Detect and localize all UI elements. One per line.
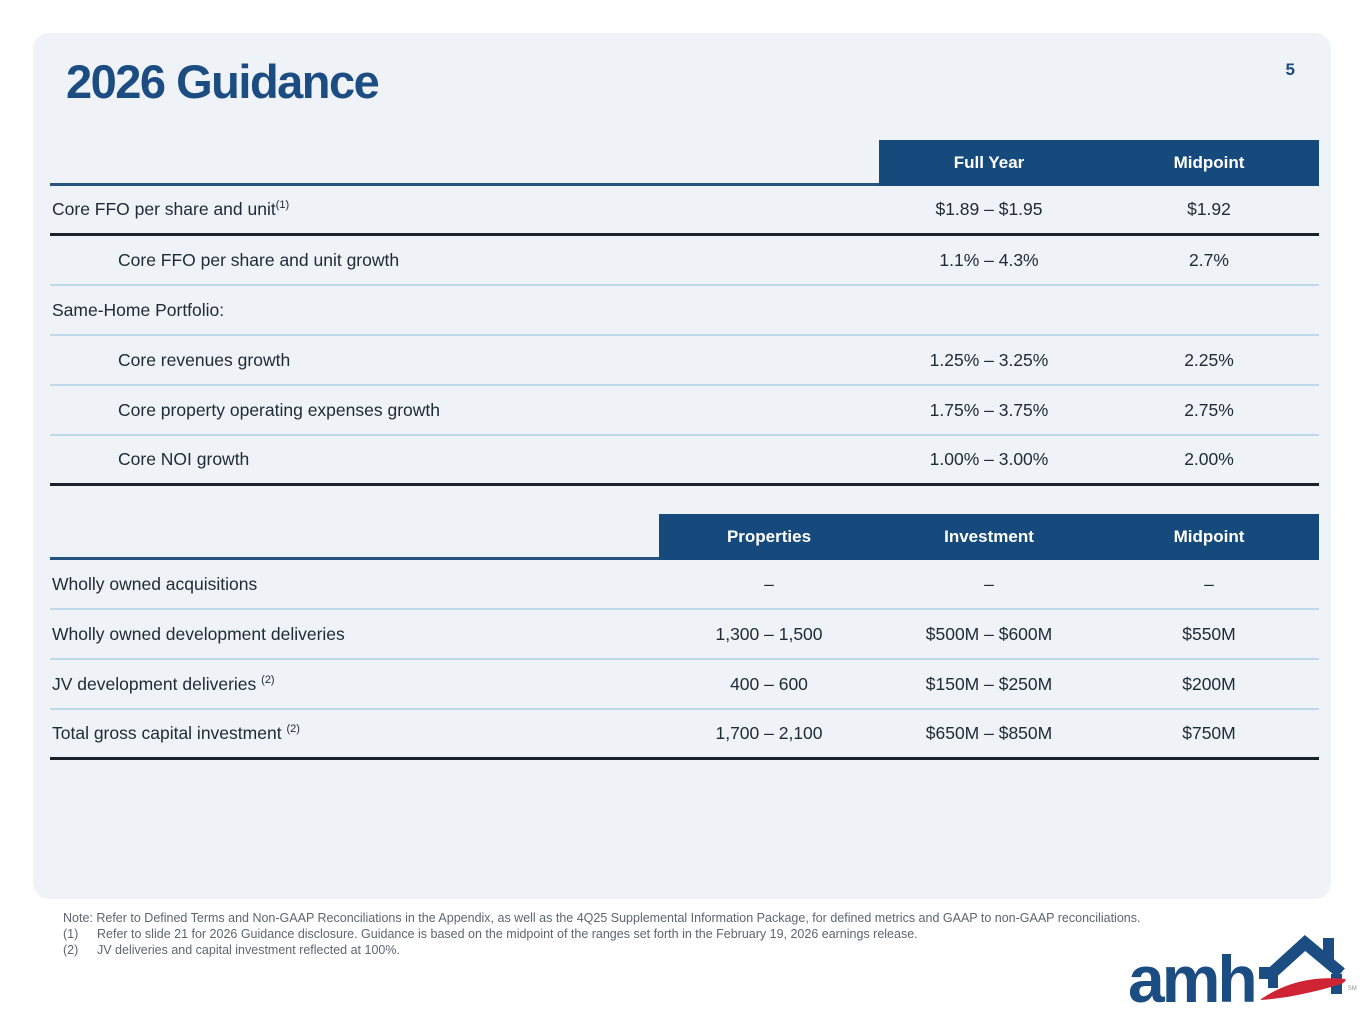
table-row: JV development deliveries (2) 400 – 600 $1… — [50, 660, 1319, 710]
amh-logo: amh SM — [1128, 926, 1357, 1016]
table-header-spacer — [50, 514, 659, 560]
amh-logo-text: amh — [1128, 941, 1258, 1016]
cell-value: 2.00% — [1184, 449, 1234, 469]
row-label: Wholly owned acquisitions — [52, 573, 258, 594]
column-header: Midpoint — [1099, 140, 1319, 186]
row-label: Core FFO per share and unit growth — [118, 249, 400, 270]
cell-value: 1,700 – 2,100 — [715, 723, 823, 743]
cell-value: 2.7% — [1189, 249, 1229, 270]
column-header: Investment — [879, 514, 1099, 560]
cell-value: 1.75% – 3.75% — [929, 399, 1049, 420]
table-row: Same-Home Portfolio: — [50, 286, 1319, 336]
cell-value: 1.25% – 3.25% — [929, 349, 1049, 370]
footnote-number: (2) — [63, 943, 79, 957]
cell-value: – — [984, 573, 994, 594]
trademark-sm: SM — [1347, 986, 1357, 992]
cell-value: – — [1204, 573, 1214, 594]
footnote-item: (2) JV deliveries and capital investment… — [63, 942, 1243, 958]
table-row: Core FFO per share and unit growth 1.1% –… — [50, 236, 1319, 286]
cell-value: $150M – $250M — [925, 673, 1053, 694]
cell-value: 2.75% — [1184, 399, 1234, 420]
cell-value: 400 – 600 — [730, 673, 808, 694]
table-row: Core property operating expenses growth 1… — [50, 386, 1319, 436]
cell-value: $650M – $850M — [925, 723, 1053, 743]
cell-value: $500M – $600M — [925, 623, 1053, 644]
footnotes: Note: Refer to Defined Terms and Non-GAA… — [63, 910, 1243, 958]
table-row: Core NOI growth 1.00% – 3.00% 2.00% — [50, 436, 1319, 486]
footnote-text: JV deliveries and capital investment ref… — [97, 943, 400, 957]
table-body: Wholly owned acquisitions – – – Wholly owned… — [50, 560, 1319, 760]
cell-value: $750M — [1182, 723, 1236, 743]
cell-value: 2.25% — [1184, 349, 1234, 370]
footnote-text: Refer to slide 21 for 2026 Guidance disc… — [97, 927, 918, 941]
footnote-ref: (2) — [261, 673, 275, 686]
cell-value: 1.00% – 3.00% — [929, 449, 1049, 469]
table-row: Wholly owned acquisitions – – – — [50, 560, 1319, 610]
table-row: Core FFO per share and unit(1) $1.89 – $1… — [50, 186, 1319, 236]
cell-value: 1,300 – 1,500 — [715, 623, 823, 644]
row-label: Core property operating expenses growth — [118, 399, 440, 420]
house-icon — [1258, 935, 1346, 1000]
cell-value: $200M — [1182, 673, 1236, 694]
row-label: Total gross capital investment (2) — [52, 723, 300, 743]
column-header: Properties — [659, 514, 879, 560]
footnote-item: (1) Refer to slide 21 for 2026 Guidance … — [63, 926, 1243, 942]
table-row: Total gross capital investment (2) 1,700 … — [50, 710, 1319, 760]
table-body: Core FFO per share and unit(1) $1.89 – $1… — [50, 186, 1319, 486]
guidance-table-ffo: Full Year Midpoint Core FFO per share and… — [50, 140, 1319, 486]
footnote-number: (1) — [63, 927, 79, 941]
column-header: Midpoint — [1099, 514, 1319, 560]
cell-value: $1.92 — [1187, 199, 1231, 219]
row-label: Core NOI growth — [118, 449, 250, 469]
row-label: Core revenues growth — [118, 349, 291, 370]
cell-value: – — [764, 573, 774, 594]
cell-value: 1.1% – 4.3% — [939, 249, 1039, 270]
cell-value: $1.89 – $1.95 — [935, 199, 1043, 219]
cell-value: $550M — [1182, 623, 1236, 644]
row-label: Wholly owned development deliveries — [52, 623, 345, 644]
page-number: 5 — [1285, 60, 1295, 79]
row-label: JV development deliveries (2) — [52, 673, 275, 694]
table-row: Core revenues growth 1.25% – 3.25% 2.25% — [50, 336, 1319, 386]
table-header-row: Full Year Midpoint — [50, 140, 1319, 186]
table-header-spacer — [50, 140, 879, 186]
footnote-ref: (2) — [286, 723, 300, 736]
row-label: Same-Home Portfolio: — [52, 299, 225, 320]
footnote-ref: (1) — [275, 199, 290, 212]
table-header-row: Properties Investment Midpoint — [50, 514, 1319, 560]
footnote-general: Note: Refer to Defined Terms and Non-GAA… — [63, 911, 1141, 925]
guidance-table-investment: Properties Investment Midpoint Wholly owne… — [50, 514, 1319, 760]
table-row: Wholly owned development deliveries 1,300… — [50, 610, 1319, 660]
row-label: Core FFO per share and unit(1) — [52, 199, 290, 219]
column-header: Full Year — [879, 140, 1099, 186]
page-title: 2026 Guidance — [66, 55, 380, 108]
